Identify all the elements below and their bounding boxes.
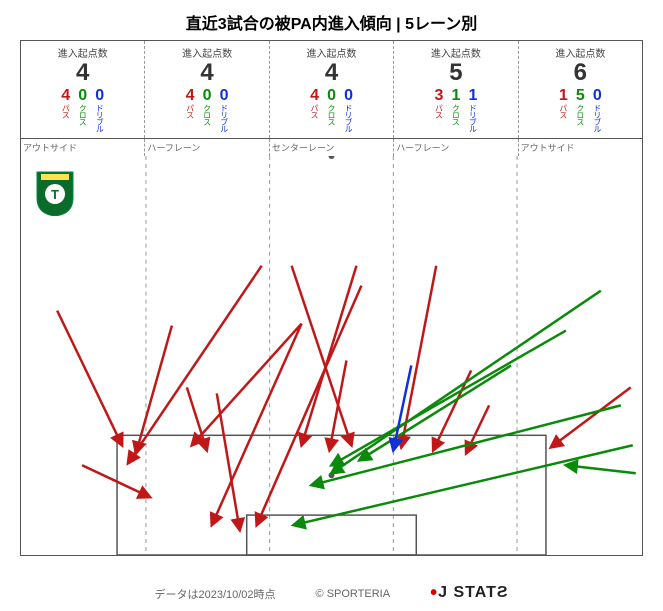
data-note: データは2023/10/02時点 bbox=[154, 586, 275, 602]
pass-count: 4 bbox=[185, 88, 196, 104]
pass-arrow bbox=[302, 266, 357, 446]
lane-name: アウトサイド bbox=[21, 139, 145, 156]
brand-dot-icon: • bbox=[430, 582, 438, 604]
pass-arrow bbox=[551, 388, 631, 448]
lane-name: アウトサイド bbox=[519, 139, 642, 156]
dribble-label: ドリブル bbox=[219, 104, 230, 132]
pass-arrow bbox=[217, 394, 240, 531]
pass-label: パス bbox=[309, 104, 320, 118]
cross-label: クロス bbox=[575, 104, 586, 125]
brand-logo: •J STATƧ bbox=[430, 582, 508, 605]
cross-arrow bbox=[566, 466, 636, 474]
cross-count: 0 bbox=[202, 88, 213, 104]
cross-label: クロス bbox=[450, 104, 461, 125]
lane-name: センターレーン bbox=[270, 139, 394, 156]
cross-label: クロス bbox=[326, 104, 337, 125]
cross-count: 1 bbox=[450, 88, 461, 104]
pass-arrow bbox=[401, 266, 436, 448]
pass-arrow bbox=[192, 324, 302, 446]
pitch: T bbox=[20, 156, 643, 556]
lane-metric-label: 進入起点数 bbox=[521, 45, 640, 60]
lane-total: 4 bbox=[147, 60, 266, 86]
lane-breakdown: 1パス 5クロス 0ドリブル bbox=[521, 88, 640, 132]
dribble-count: 0 bbox=[343, 88, 354, 104]
pass-count: 4 bbox=[60, 88, 71, 104]
cross-label: クロス bbox=[202, 104, 213, 125]
lane-breakdown: 4パス 0クロス 0ドリブル bbox=[23, 88, 142, 132]
lane-breakdown: 3パス 1クロス 1ドリブル bbox=[396, 88, 515, 132]
lane-total: 4 bbox=[272, 60, 391, 86]
cross-arrow bbox=[332, 331, 566, 466]
lane-breakdown: 4パス 0クロス 0ドリブル bbox=[272, 88, 391, 132]
lane-breakdown: 4パス 0クロス 0ドリブル bbox=[147, 88, 266, 132]
pass-label: パス bbox=[433, 104, 444, 118]
pass-label: パス bbox=[558, 104, 569, 118]
dribble-count: 0 bbox=[94, 88, 105, 104]
pass-arrow bbox=[128, 266, 262, 464]
pass-arrow bbox=[136, 326, 172, 454]
cross-count: 5 bbox=[575, 88, 586, 104]
cross-count: 0 bbox=[326, 88, 337, 104]
lane-total: 5 bbox=[396, 60, 515, 86]
lane-metric-label: 進入起点数 bbox=[23, 45, 142, 60]
dribble-label: ドリブル bbox=[467, 104, 478, 132]
pitch-svg bbox=[21, 156, 642, 555]
pass-count: 1 bbox=[558, 88, 569, 104]
lane-column: 進入起点数 4 4パス 0クロス 0ドリブル bbox=[270, 41, 394, 138]
lanes-header: 進入起点数 4 4パス 0クロス 0ドリブル 進入起点数 4 4パス 0クロス … bbox=[20, 40, 643, 138]
pass-count: 4 bbox=[309, 88, 320, 104]
svg-text:T: T bbox=[51, 187, 59, 202]
dribble-label: ドリブル bbox=[94, 104, 105, 132]
team-logo: T bbox=[35, 170, 75, 216]
cross-count: 0 bbox=[77, 88, 88, 104]
lanes-names: アウトサイドハーフレーンセンターレーンハーフレーンアウトサイド bbox=[20, 138, 643, 156]
dribble-count: 0 bbox=[592, 88, 603, 104]
lane-column: 進入起点数 5 3パス 1クロス 1ドリブル bbox=[394, 41, 518, 138]
lane-column: 進入起点数 4 4パス 0クロス 0ドリブル bbox=[21, 41, 145, 138]
copyright: © SPORTERIA bbox=[316, 588, 391, 600]
dribble-label: ドリブル bbox=[592, 104, 603, 132]
lane-column: 進入起点数 4 4パス 0クロス 0ドリブル bbox=[145, 41, 269, 138]
lane-column: 進入起点数 6 1パス 5クロス 0ドリブル bbox=[519, 41, 642, 138]
pass-arrow bbox=[292, 266, 352, 446]
pass-label: パス bbox=[60, 104, 71, 118]
cross-arrow bbox=[312, 406, 621, 486]
lane-name: ハーフレーン bbox=[145, 139, 269, 156]
lane-metric-label: 進入起点数 bbox=[147, 45, 266, 60]
chart-container: 直近3試合の被PA内進入傾向 | 5レーン別 進入起点数 4 4パス 0クロス … bbox=[0, 0, 663, 611]
dribble-count: 0 bbox=[219, 88, 230, 104]
pass-arrow bbox=[82, 466, 150, 498]
chart-title: 直近3試合の被PA内進入傾向 | 5レーン別 bbox=[20, 10, 643, 34]
dribble-count: 1 bbox=[467, 88, 478, 104]
pass-label: パス bbox=[185, 104, 196, 118]
lane-metric-label: 進入起点数 bbox=[396, 45, 515, 60]
dribble-label: ドリブル bbox=[343, 104, 354, 132]
pass-arrow bbox=[57, 311, 122, 446]
pass-arrow bbox=[466, 406, 489, 454]
lane-name: ハーフレーン bbox=[394, 139, 518, 156]
lane-total: 6 bbox=[521, 60, 640, 86]
footer: データは2023/10/02時点 © SPORTERIA •J STATƧ bbox=[0, 582, 663, 605]
pass-arrow bbox=[212, 324, 302, 525]
cross-label: クロス bbox=[77, 104, 88, 125]
lane-total: 4 bbox=[23, 60, 142, 86]
lane-metric-label: 進入起点数 bbox=[272, 45, 391, 60]
pass-count: 3 bbox=[433, 88, 444, 104]
